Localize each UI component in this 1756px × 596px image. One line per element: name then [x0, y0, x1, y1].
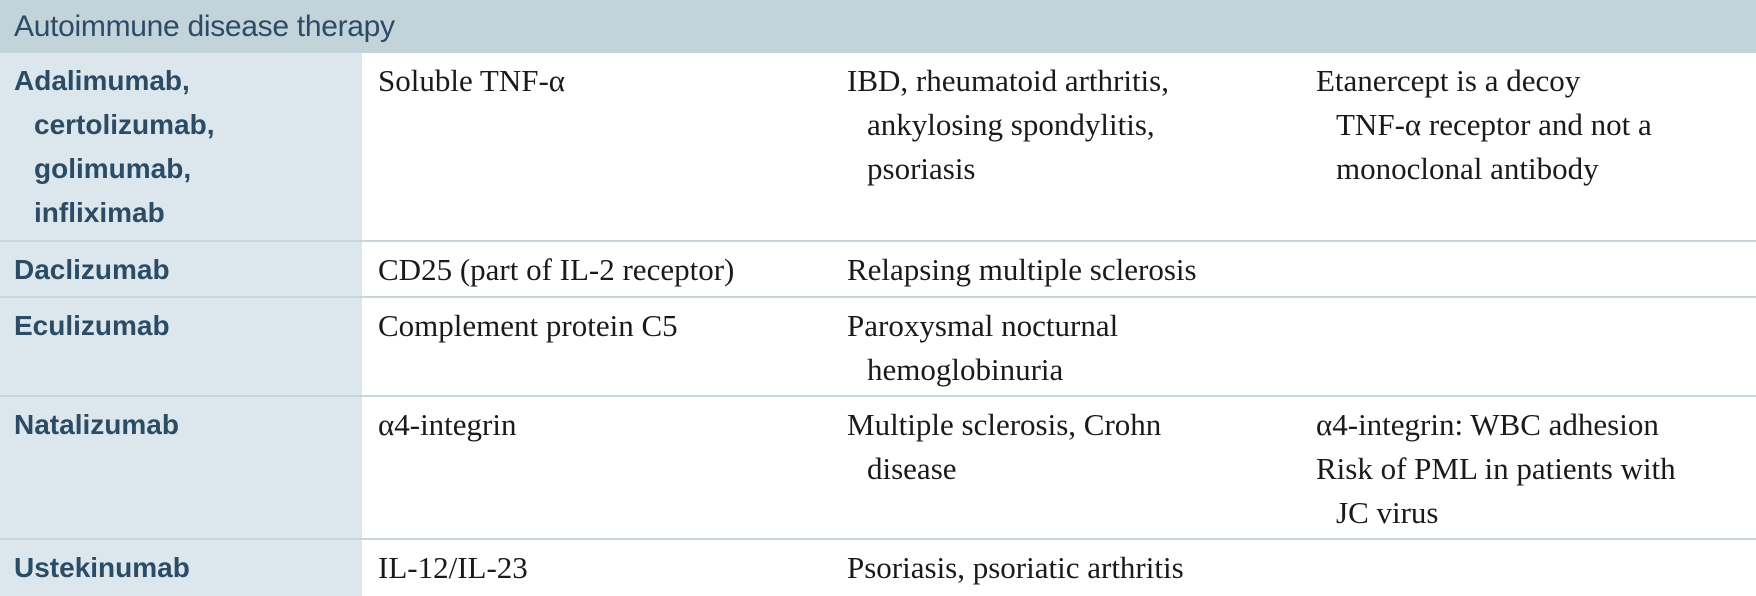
use-line: Paroxysmal nocturnal: [847, 308, 1119, 343]
table-row: Natalizumab α4-integrin Multiple scleros…: [0, 397, 1756, 540]
target-line: Complement protein C5: [378, 308, 678, 343]
use-line: disease: [867, 451, 957, 486]
drug-name-line: infliximab: [34, 197, 165, 228]
clinical-use-cell: IBD, rheumatoid arthritis, ankylosing sp…: [833, 53, 1302, 240]
drug-name-cell: Eculizumab: [0, 298, 364, 395]
notes-line: monoclonal antibody: [1336, 151, 1599, 186]
drug-name-cell: Daclizumab: [0, 242, 364, 296]
target-line: CD25 (part of IL-2 receptor): [378, 252, 735, 287]
use-line: IBD, rheumatoid arthritis,: [847, 63, 1169, 98]
notes-cell: [1302, 540, 1756, 596]
notes-line: TNF-α receptor and not a: [1336, 107, 1652, 142]
use-line: Multiple sclerosis, Crohn: [847, 407, 1162, 442]
notes-line: JC virus: [1336, 495, 1439, 530]
drug-name-line: golimumab,: [34, 153, 192, 184]
notes-line: α4-integrin: WBC adhesion: [1316, 407, 1659, 442]
table-row: Eculizumab Complement protein C5 Paroxys…: [0, 298, 1756, 397]
drug-name-cell: Natalizumab: [0, 397, 364, 538]
table-row: Adalimumab, certolizumab, golimumab, inf…: [0, 53, 1756, 242]
notes-cell: [1302, 298, 1756, 395]
notes-cell: Etanercept is a decoy TNF-α receptor and…: [1302, 53, 1756, 240]
notes-cell: [1302, 242, 1756, 296]
drug-name-line: Adalimumab,: [14, 65, 190, 96]
use-line: Psoriasis, psoriatic arthritis: [847, 550, 1184, 585]
target-cell: CD25 (part of IL-2 receptor): [364, 242, 833, 296]
clinical-use-cell: Relapsing multiple sclerosis: [833, 242, 1302, 296]
target-cell: IL-12/IL-23: [364, 540, 833, 596]
drug-name-line: Eculizumab: [14, 310, 170, 341]
use-line: Relapsing multiple sclerosis: [847, 252, 1197, 287]
table-row: Daclizumab CD25 (part of IL-2 receptor) …: [0, 242, 1756, 298]
drug-name-cell: Adalimumab, certolizumab, golimumab, inf…: [0, 53, 364, 240]
drug-name-line: Daclizumab: [14, 254, 170, 285]
notes-line: Risk of PML in patients with: [1316, 451, 1676, 486]
target-cell: Complement protein C5: [364, 298, 833, 395]
target-line: Soluble TNF-α: [378, 63, 566, 98]
drug-name-line: certolizumab,: [34, 109, 215, 140]
clinical-use-cell: Paroxysmal nocturnal hemoglobinuria: [833, 298, 1302, 395]
use-line: psoriasis: [867, 151, 976, 186]
target-cell: α4-integrin: [364, 397, 833, 538]
drug-name-cell: Ustekinumab: [0, 540, 364, 596]
target-line: α4-integrin: [378, 407, 517, 442]
use-line: ankylosing spondylitis,: [867, 107, 1155, 142]
section-header: Autoimmune disease therapy: [0, 0, 1756, 53]
drug-name-line: Natalizumab: [14, 409, 179, 440]
clinical-use-cell: Multiple sclerosis, Crohn disease: [833, 397, 1302, 538]
use-line: hemoglobinuria: [867, 352, 1064, 387]
notes-line: Etanercept is a decoy: [1316, 63, 1581, 98]
target-line: IL-12/IL-23: [378, 550, 528, 585]
target-cell: Soluble TNF-α: [364, 53, 833, 240]
drug-name-line: Ustekinumab: [14, 552, 190, 583]
clinical-use-cell: Psoriasis, psoriatic arthritis: [833, 540, 1302, 596]
table-row: Ustekinumab IL-12/IL-23 Psoriasis, psori…: [0, 540, 1756, 596]
notes-cell: α4-integrin: WBC adhesion Risk of PML in…: [1302, 397, 1756, 538]
